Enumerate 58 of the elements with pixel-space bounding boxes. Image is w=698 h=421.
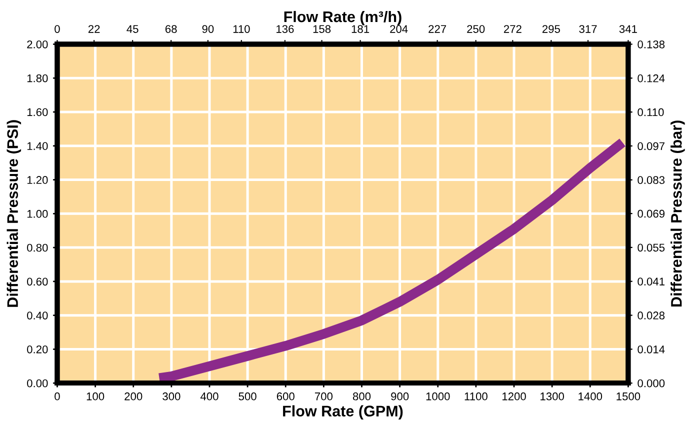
- x2-tick-label: 250: [467, 25, 485, 33]
- y-axis-title: Differential Pressure (PSI): [6, 120, 22, 307]
- x-tick-label: 800: [352, 392, 371, 400]
- y-tick-label: 2.00: [27, 40, 48, 48]
- y2-tick-label: 0.041: [638, 278, 664, 286]
- y-tick-label: 1.40: [27, 142, 48, 150]
- x-tick-label: 0: [54, 392, 60, 400]
- x-tick-label: 900: [391, 392, 409, 400]
- y-tick-label: 1.80: [27, 74, 48, 82]
- x-axis-title: Flow Rate (GPM): [283, 405, 403, 420]
- y2-tick-label: 0.097: [638, 142, 664, 150]
- y2-tick-label: 0.069: [638, 210, 665, 218]
- x2-tick-label: 90: [202, 25, 214, 33]
- y2-tick-label: 0.110: [638, 108, 664, 116]
- y2-axis-title: Differential Pressure (bar): [670, 120, 685, 306]
- y-tick-label: 1.60: [27, 108, 48, 116]
- x2-tick-label: 204: [390, 25, 408, 33]
- x-tick-label: 200: [124, 392, 142, 400]
- x-tick-label: 1000: [426, 392, 450, 400]
- y-tick-label: 0.60: [27, 278, 48, 286]
- x2-tick-label: 136: [276, 25, 294, 33]
- x2-tick-label: 0: [54, 25, 60, 33]
- y-tick-label: 0.00: [27, 379, 48, 388]
- y2-tick-label: 0.028: [638, 312, 665, 320]
- x-tick-label: 1300: [540, 392, 564, 400]
- x-tick-label: 1200: [502, 392, 526, 400]
- x2-tick-label: 181: [352, 25, 370, 33]
- x2-tick-label: 45: [126, 25, 138, 33]
- y2-tick-label: 0.000: [638, 379, 665, 388]
- y-tick-label: 0.80: [27, 244, 48, 252]
- x2-tick-label: 341: [619, 25, 637, 33]
- x2-tick-label: 110: [233, 25, 250, 33]
- y-tick-label: 0.40: [27, 312, 48, 320]
- y2-tick-label: 0.055: [638, 244, 665, 252]
- x-tick-label: 1500: [616, 392, 640, 400]
- x-tick-label: 300: [162, 392, 180, 400]
- x2-tick-label: 272: [504, 25, 522, 33]
- y-tick-label: 0.20: [27, 345, 48, 354]
- x2-axis-title: Flow Rate (m³/h): [284, 10, 402, 26]
- y-tick-label: 1.00: [27, 210, 48, 218]
- y-tick-label: 1.20: [27, 176, 48, 184]
- x-tick-label: 1400: [578, 392, 602, 400]
- x-tick-label: 500: [238, 392, 256, 400]
- x-tick-label: 1100: [464, 392, 488, 400]
- y2-tick-label: 0.014: [638, 345, 665, 354]
- x-tick-label: 100: [86, 392, 104, 400]
- x-tick-label: 400: [200, 392, 218, 400]
- y2-tick-label: 0.083: [638, 176, 665, 184]
- x-tick-label: 600: [276, 392, 294, 400]
- x2-tick-label: 317: [579, 25, 597, 33]
- y2-tick-label: 0.138: [638, 40, 665, 48]
- x2-tick-label: 295: [542, 25, 560, 33]
- x2-tick-label: 227: [428, 25, 446, 33]
- x2-tick-label: 158: [313, 25, 331, 33]
- x-tick-label: 700: [314, 392, 333, 400]
- x2-tick-label: 22: [88, 25, 100, 33]
- x2-tick-label: 68: [165, 25, 177, 33]
- y2-tick-label: 0.124: [638, 74, 665, 82]
